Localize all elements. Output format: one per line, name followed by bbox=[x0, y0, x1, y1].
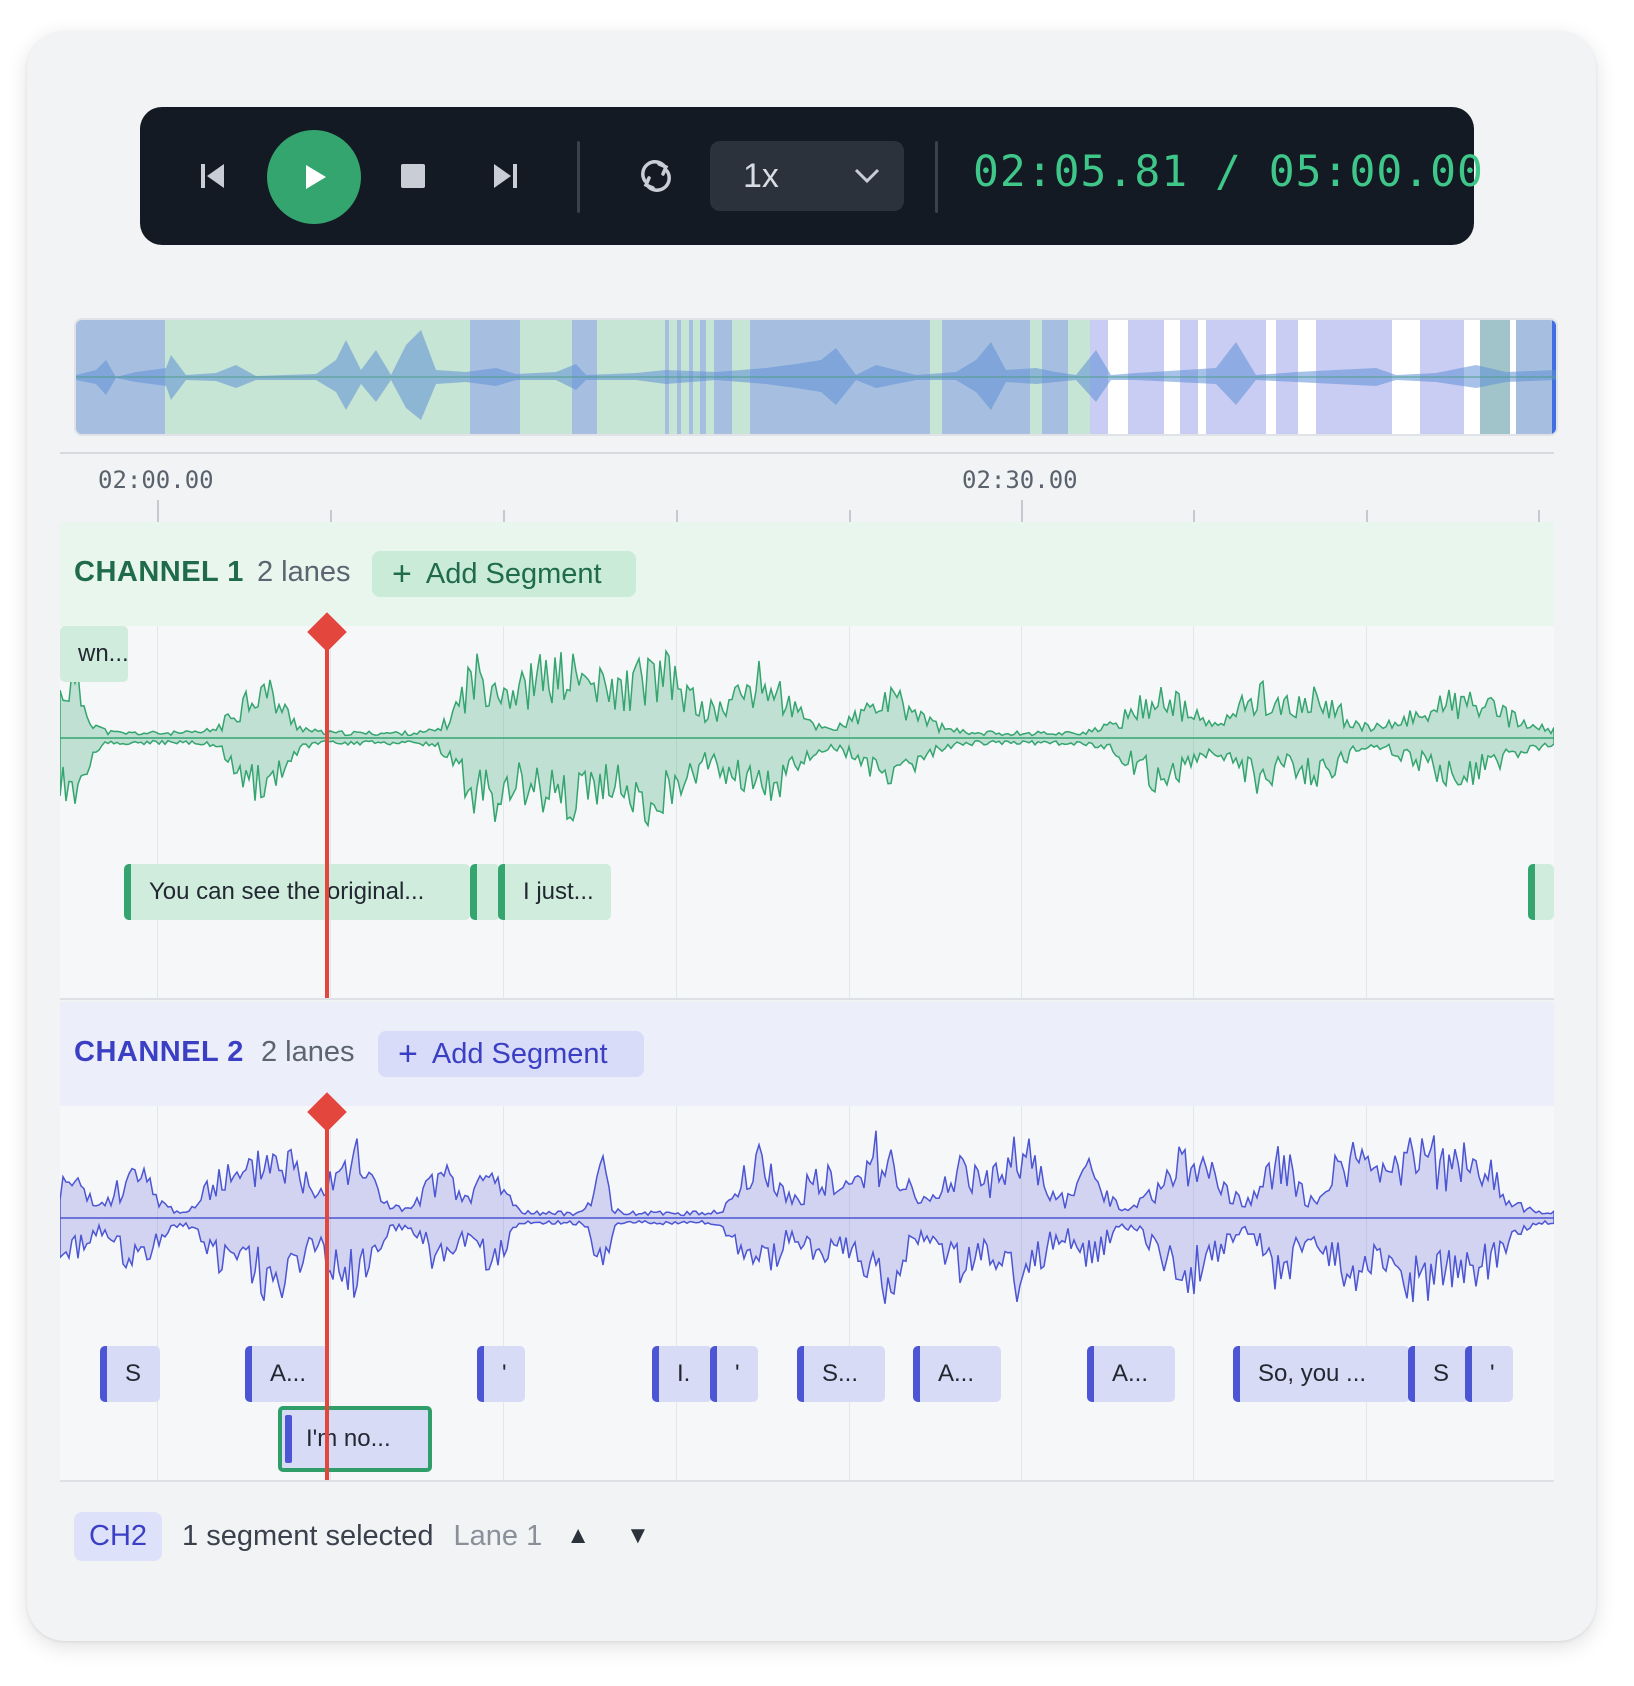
minor-tick bbox=[676, 510, 678, 524]
minor-tick bbox=[849, 510, 851, 524]
minor-tick bbox=[330, 510, 332, 524]
channel-2-header: CHANNEL 2 2 lanes + Add Segment bbox=[60, 1002, 1554, 1106]
playhead[interactable] bbox=[325, 632, 329, 998]
time-separator: / bbox=[1215, 147, 1242, 197]
channel-title: CHANNEL 2 bbox=[74, 1036, 244, 1068]
channel-lanes: 2 lanes bbox=[261, 1036, 355, 1068]
minor-tick bbox=[503, 510, 505, 524]
channel-1-body[interactable]: wn... You can see the original... I just… bbox=[60, 626, 1554, 998]
total-time: 05:00.00 bbox=[1268, 147, 1484, 197]
channel-2-waveform[interactable] bbox=[60, 1106, 1554, 1326]
speed-select[interactable]: 1x bbox=[710, 141, 904, 211]
skip-back-icon[interactable] bbox=[198, 161, 228, 191]
channel-title: CHANNEL 1 bbox=[74, 556, 244, 588]
segment[interactable] bbox=[470, 864, 500, 920]
minor-tick bbox=[1366, 510, 1368, 524]
channel-badge: CH2 bbox=[74, 1511, 163, 1561]
selection-status-bar: CH2 1 segment selected Lane 1 ▲ ▼ bbox=[74, 1511, 650, 1561]
segment[interactable]: A... bbox=[1087, 1346, 1175, 1402]
channel-divider bbox=[60, 1480, 1554, 1482]
skip-forward-icon[interactable] bbox=[490, 161, 520, 191]
segment[interactable]: ' bbox=[1465, 1346, 1513, 1402]
channel-2-body[interactable]: S A... ' I. ' S... A... A... So, you ...… bbox=[60, 1106, 1554, 1480]
playhead[interactable] bbox=[325, 1112, 329, 1480]
lane-up-button[interactable]: ▲ bbox=[566, 1522, 590, 1549]
play-icon bbox=[306, 165, 326, 189]
add-segment-button[interactable]: + Add Segment bbox=[372, 551, 636, 597]
transport-bar: 1x 02:05.81 / 05:00.00 bbox=[140, 107, 1483, 245]
segment[interactable]: I. bbox=[652, 1346, 712, 1402]
plus-icon: + bbox=[398, 1035, 418, 1073]
major-tick bbox=[157, 500, 159, 524]
segment[interactable]: S bbox=[100, 1346, 160, 1402]
lane-text: Lane 1 bbox=[453, 1519, 543, 1552]
segment[interactable]: You can see the original... bbox=[124, 864, 470, 920]
channel-divider bbox=[60, 998, 1554, 1000]
ruler-label: 02:00.00 bbox=[98, 466, 214, 494]
add-segment-button[interactable]: + Add Segment bbox=[378, 1031, 644, 1077]
selected-segment[interactable]: I'm no... bbox=[278, 1406, 432, 1472]
loop-icon[interactable] bbox=[636, 156, 676, 196]
stop-icon[interactable] bbox=[399, 162, 427, 190]
segment[interactable]: I just... bbox=[498, 864, 611, 920]
overview-minimap[interactable] bbox=[74, 318, 1558, 436]
segment[interactable]: wn... bbox=[60, 626, 128, 682]
segment[interactable]: So, you ... bbox=[1233, 1346, 1410, 1402]
segment[interactable] bbox=[1528, 864, 1554, 920]
add-segment-label: Add Segment bbox=[425, 557, 602, 590]
time-ruler[interactable]: 02:00.00 02:30.00 bbox=[60, 452, 1554, 524]
lane-down-button[interactable]: ▼ bbox=[625, 1522, 650, 1549]
major-tick bbox=[1021, 500, 1023, 524]
minor-tick bbox=[1538, 510, 1540, 524]
segment[interactable]: S... bbox=[797, 1346, 885, 1402]
chevron-down-icon bbox=[854, 168, 880, 184]
segment[interactable]: A... bbox=[245, 1346, 328, 1402]
selection-text: 1 segment selected bbox=[182, 1519, 434, 1552]
add-segment-label: Add Segment bbox=[431, 1037, 608, 1070]
current-time: 02:05.81 bbox=[973, 147, 1189, 197]
segment[interactable]: ' bbox=[477, 1346, 525, 1402]
channel-1-waveform[interactable] bbox=[60, 626, 1554, 846]
speed-value: 1x bbox=[743, 156, 779, 195]
segment[interactable]: A... bbox=[913, 1346, 1001, 1402]
play-button[interactable] bbox=[267, 130, 361, 224]
channel-lanes: 2 lanes bbox=[257, 556, 351, 588]
plus-icon: + bbox=[392, 555, 412, 593]
segment[interactable]: S bbox=[1408, 1346, 1468, 1402]
ruler-label: 02:30.00 bbox=[962, 466, 1078, 494]
separator bbox=[577, 141, 580, 213]
time-display: 02:05.81 / 05:00.00 bbox=[973, 147, 1484, 197]
channel-1-header: CHANNEL 1 2 lanes + Add Segment bbox=[60, 522, 1554, 626]
separator bbox=[935, 141, 938, 213]
segment[interactable]: ' bbox=[710, 1346, 758, 1402]
minor-tick bbox=[1193, 510, 1195, 524]
